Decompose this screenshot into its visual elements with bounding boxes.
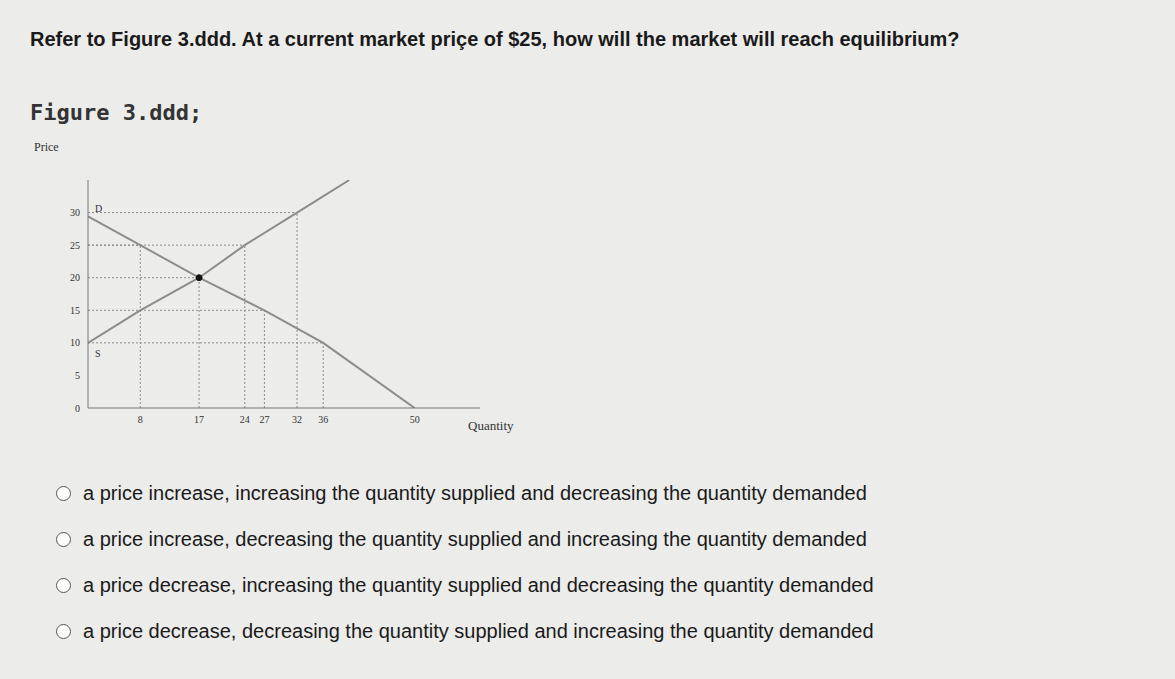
svg-text:25: 25 xyxy=(70,240,80,251)
html-text:a price increase, decreasing t: a price increase, decreasing the quantit… xyxy=(83,528,867,550)
svg-text:8: 8 xyxy=(138,414,143,425)
svg-text:D: D xyxy=(95,203,102,214)
svg-text:S: S xyxy=(95,348,101,359)
svg-text:0: 0 xyxy=(75,403,80,414)
html-text:a price decrease, increasing t: a price decrease, increasing the quantit… xyxy=(83,574,874,596)
html-text:Price: Price xyxy=(34,140,59,154)
svg-text:50: 50 xyxy=(410,414,420,425)
html-text:a price increase, increasing t: a price increase, increasing the quantit… xyxy=(83,482,867,504)
svg-text:5: 5 xyxy=(75,370,80,381)
svg-text:10: 10 xyxy=(70,337,80,348)
svg-text:24: 24 xyxy=(240,414,250,425)
html-text:Quantity: Quantity xyxy=(468,418,514,433)
svg-text:36: 36 xyxy=(318,414,328,425)
svg-text:17: 17 xyxy=(194,414,204,425)
html-text:Refer to Figure 3.ddd. At a cu: Refer to Figure 3.ddd. At a current mark… xyxy=(30,28,960,50)
svg-text:27: 27 xyxy=(259,414,269,425)
svg-text:15: 15 xyxy=(70,305,80,316)
svg-text:20: 20 xyxy=(70,272,80,283)
svg-text:30: 30 xyxy=(70,207,80,218)
svg-text:32: 32 xyxy=(292,414,302,425)
html-text:Figure 3.ddd;: Figure 3.ddd; xyxy=(30,100,203,125)
html-text:a price decrease, decreasing t: a price decrease, decreasing the quantit… xyxy=(83,620,874,642)
